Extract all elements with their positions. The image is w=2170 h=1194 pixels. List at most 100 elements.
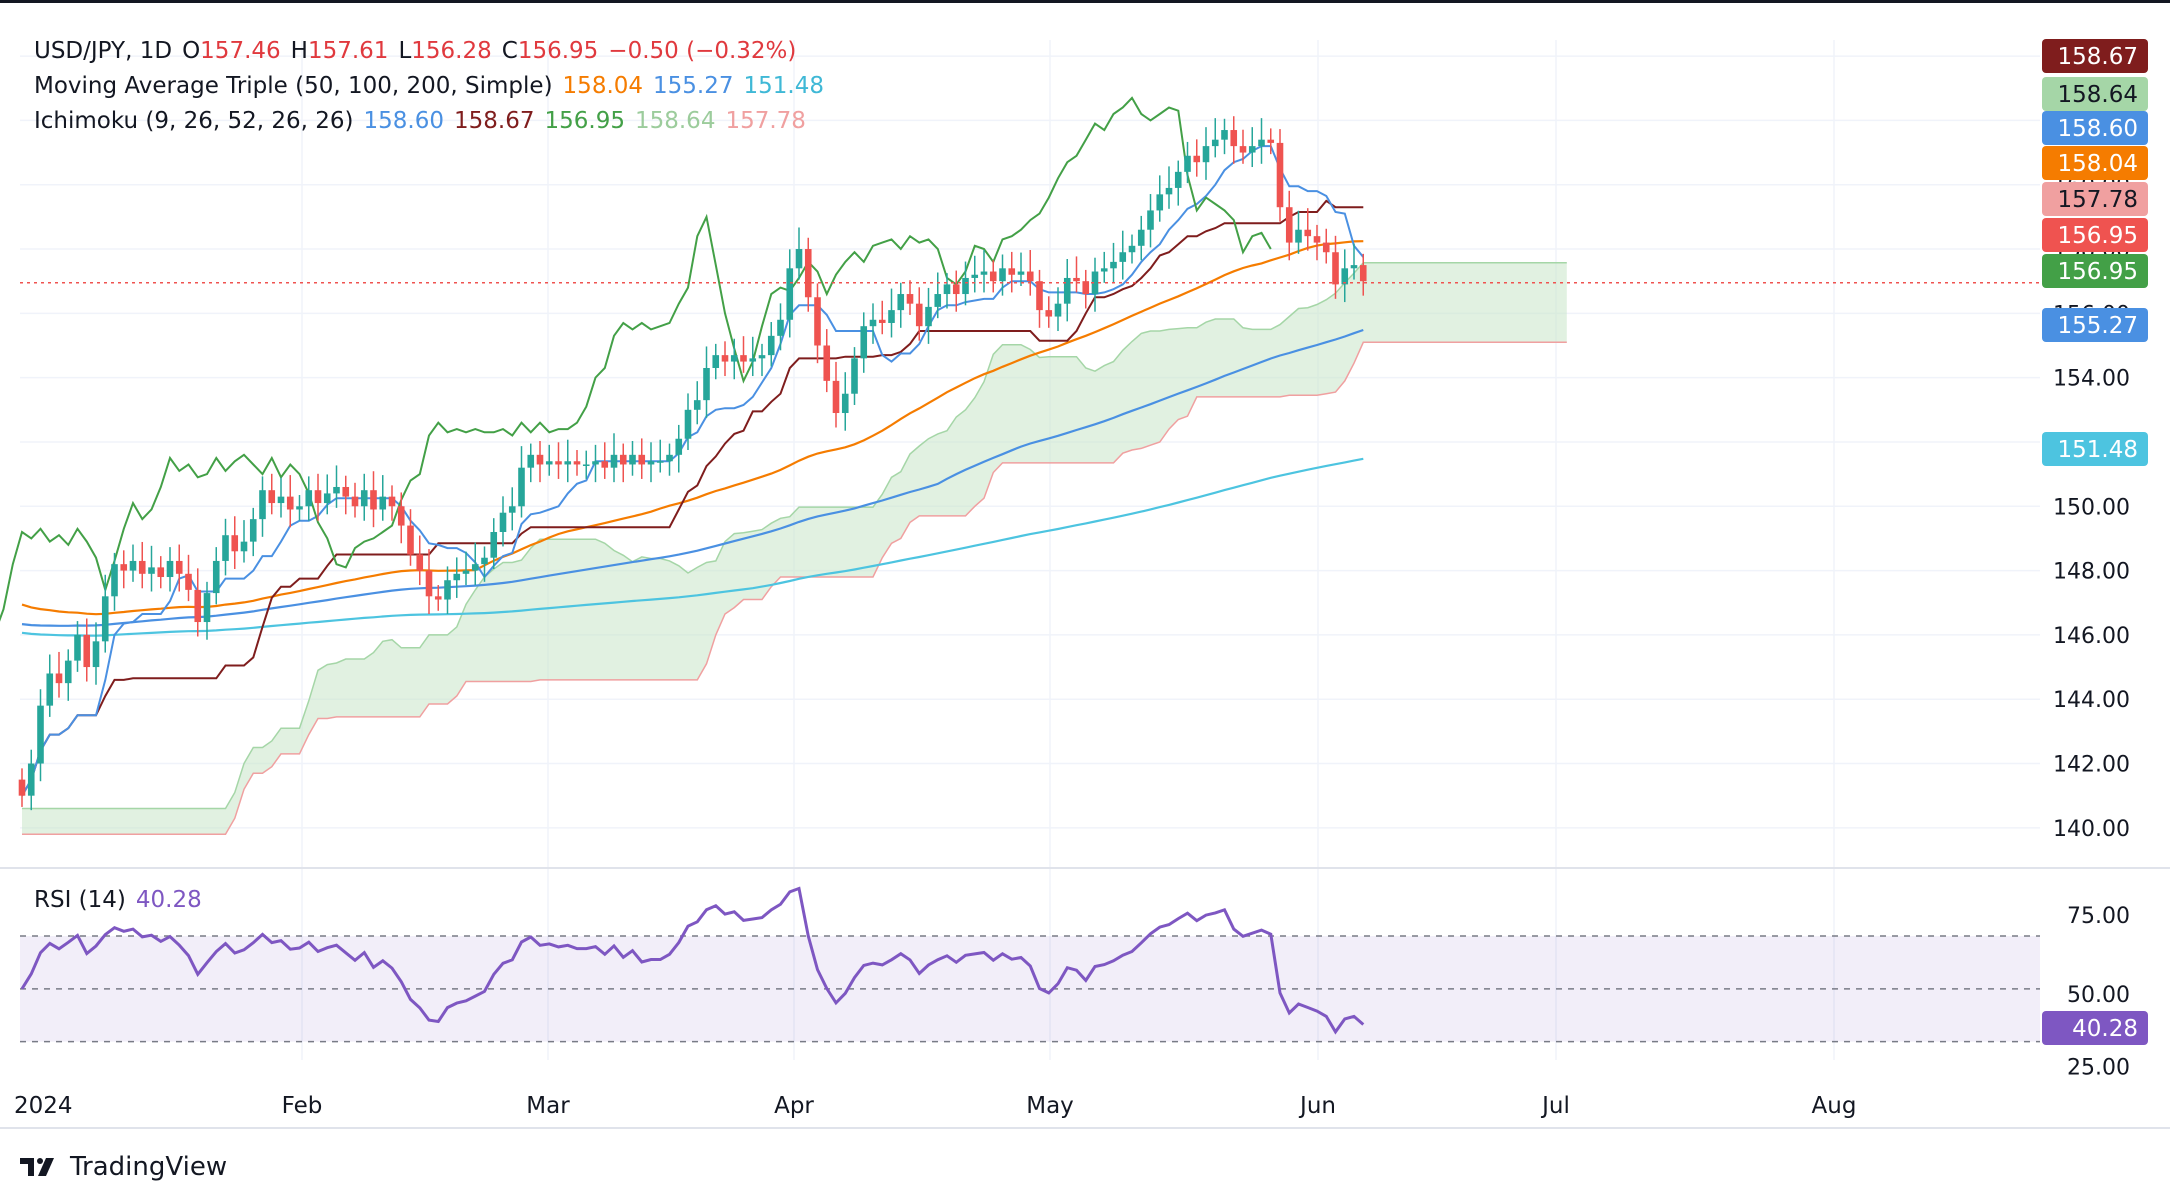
time-tick-label: Jul xyxy=(1540,1093,1570,1119)
candle-body xyxy=(157,567,165,578)
candle-body xyxy=(934,294,942,307)
price-tick-label: 144.00 xyxy=(2053,688,2130,713)
candle-body xyxy=(897,294,905,311)
rsi-tick-label: 50.00 xyxy=(2067,983,2130,1008)
candle-body xyxy=(980,271,988,275)
time-tick-label: 2024 xyxy=(14,1093,73,1119)
ma100-value: 155.27 xyxy=(653,73,734,99)
candle-body xyxy=(971,274,979,278)
candle-body xyxy=(804,249,812,298)
price-tag-bg xyxy=(2042,308,2148,342)
candle-body xyxy=(564,461,572,465)
chikou-line xyxy=(0,96,1272,622)
candle-body xyxy=(749,358,757,362)
ma200-line xyxy=(21,457,1364,637)
price-tick-label: 142.00 xyxy=(2053,753,2130,778)
rsi-axis[interactable]: 25.00 50.00 75.00 40.28 xyxy=(2042,904,2148,1081)
candle-body xyxy=(1230,130,1238,147)
time-tick-label: Jun xyxy=(1298,1093,1336,1119)
candle-body xyxy=(46,673,54,706)
candle-body xyxy=(231,535,239,552)
time-tick-label: Apr xyxy=(774,1093,814,1119)
cloud-fill xyxy=(22,262,1567,835)
candle-body xyxy=(203,593,211,623)
candle-body xyxy=(1128,245,1136,253)
ma200-value: 151.48 xyxy=(743,73,824,99)
time-axis[interactable]: 2024 Feb Mar Apr May Jun Jul Aug xyxy=(14,1093,1856,1119)
candle-body xyxy=(499,512,507,532)
candle-body xyxy=(1295,229,1302,243)
price-tick-label: 154.00 xyxy=(2053,367,2130,392)
high-label: H xyxy=(290,38,308,64)
candle-body xyxy=(915,303,923,327)
high-value: 157.61 xyxy=(307,38,389,64)
candle-body xyxy=(1082,281,1090,295)
open-value: 157.46 xyxy=(200,38,281,64)
tenkan-value: 158.60 xyxy=(363,108,444,134)
rsi-tick-label: 25.00 xyxy=(2067,1056,2130,1081)
price-tick-label: 140.00 xyxy=(2053,817,2130,842)
candle-body xyxy=(786,268,794,320)
price-tick-label: 150.00 xyxy=(2053,495,2130,520)
candle-body xyxy=(647,461,655,465)
symbol-label[interactable]: USD/JPY, 1D xyxy=(34,38,173,64)
candle-body xyxy=(610,454,618,468)
rsi-value: 40.28 xyxy=(135,887,202,913)
open-label: O xyxy=(182,38,201,64)
ma100-line xyxy=(21,328,1364,627)
candle-body xyxy=(832,380,840,414)
ohlc-legend: USD/JPY, 1D O157.46 H157.61 L156.28 C156.95−… xyxy=(34,38,806,64)
candle-body xyxy=(1045,310,1053,317)
price-tag-bg xyxy=(2042,77,2148,111)
price-tag-bg xyxy=(2042,254,2148,288)
candle-body xyxy=(129,560,137,571)
candle-body xyxy=(425,570,433,597)
candle-body xyxy=(851,358,858,394)
candle-body xyxy=(860,326,868,359)
candle-body xyxy=(388,496,396,507)
price-tag-bg xyxy=(2042,218,2148,252)
price-tag-bg xyxy=(2042,432,2148,466)
candle-body xyxy=(638,454,646,465)
candle-body xyxy=(277,496,285,504)
candle-body xyxy=(943,284,951,295)
low-label: L xyxy=(398,38,412,64)
price-tag-bg xyxy=(2042,39,2148,73)
tradingview-brand[interactable]: TradingView xyxy=(18,1152,227,1182)
candle-body xyxy=(268,490,276,504)
candle-body xyxy=(471,564,479,571)
candle-body xyxy=(545,461,553,465)
candle-body xyxy=(1221,130,1228,140)
candle-body xyxy=(333,486,340,494)
rsi-legend-label: RSI (14) xyxy=(34,887,126,913)
span-a-line xyxy=(22,261,1567,810)
candle-body xyxy=(148,567,155,574)
kijun-line xyxy=(21,199,1364,797)
candle-body xyxy=(1036,281,1043,311)
candle-body xyxy=(360,490,368,507)
ma-legend[interactable]: Moving Average Triple (50, 100, 200, Sim… xyxy=(34,73,834,99)
price-tag-label: 158.60 xyxy=(2058,116,2138,142)
candle-body xyxy=(323,493,331,504)
candle-body xyxy=(18,779,26,796)
candle-body xyxy=(175,560,183,574)
candle-body xyxy=(314,490,322,504)
candle-body xyxy=(518,467,525,507)
candle-body xyxy=(83,634,91,668)
price-tag-label: 157.78 xyxy=(2058,187,2138,213)
candle-body xyxy=(1285,207,1293,243)
candle-body xyxy=(1276,142,1284,208)
candle-body xyxy=(453,573,461,581)
candle-body xyxy=(1119,252,1127,262)
candle-body xyxy=(1008,268,1016,275)
candle-body xyxy=(416,554,424,571)
ichimoku-legend[interactable]: Ichimoku (9, 26, 52, 26, 26) 158.60 158.67… xyxy=(34,108,816,134)
candle-body xyxy=(92,641,100,668)
candle-body xyxy=(684,409,692,439)
candle-body xyxy=(999,268,1006,282)
candle-body xyxy=(1193,155,1201,163)
close-value: 156.95 xyxy=(517,38,599,64)
time-tick-label: Feb xyxy=(282,1093,323,1119)
rsi-legend[interactable]: RSI (14) 40.28 xyxy=(34,887,212,913)
